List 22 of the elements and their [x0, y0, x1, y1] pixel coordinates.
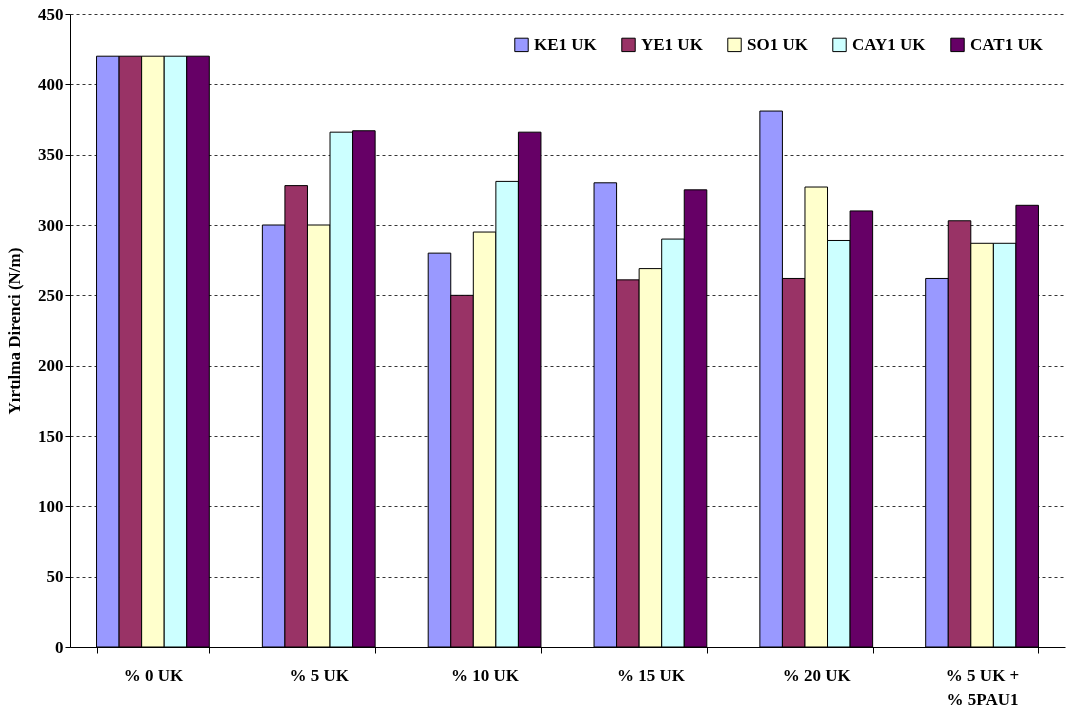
legend-label: CAY1 UK [852, 34, 927, 54]
y-tick-label: 50 [46, 567, 64, 587]
y-tick-label: 150 [38, 426, 64, 446]
legend-label: YE1 UK [641, 34, 704, 54]
x-tick-label: % 5 UK [289, 665, 350, 685]
y-tick-label: 300 [38, 215, 64, 235]
legend-label: CAT1 UK [970, 34, 1044, 54]
y-tick-label: 450 [38, 4, 64, 24]
y-tick-label: 100 [38, 496, 64, 516]
x-tick-label: % 0 UK [123, 665, 184, 685]
x-tick-label: % 5 UK + % 5PAU1 [945, 665, 1020, 709]
legend-label: SO1 UK [747, 34, 809, 54]
y-axis-title: Yırtılma Direnci (N/m) [5, 247, 24, 415]
y-tick-label: 0 [55, 637, 64, 657]
y-tick-label: 200 [38, 356, 64, 376]
x-tick-label: % 15 UK [616, 665, 686, 685]
x-tick-label: % 20 UK [782, 665, 852, 685]
y-tick-label: 350 [38, 145, 64, 165]
legend-label: KE1 UK [534, 34, 598, 54]
x-tick-label: % 10 UK [451, 665, 520, 685]
y-tick-label: 250 [38, 285, 64, 305]
y-tick-label: 400 [38, 74, 64, 94]
